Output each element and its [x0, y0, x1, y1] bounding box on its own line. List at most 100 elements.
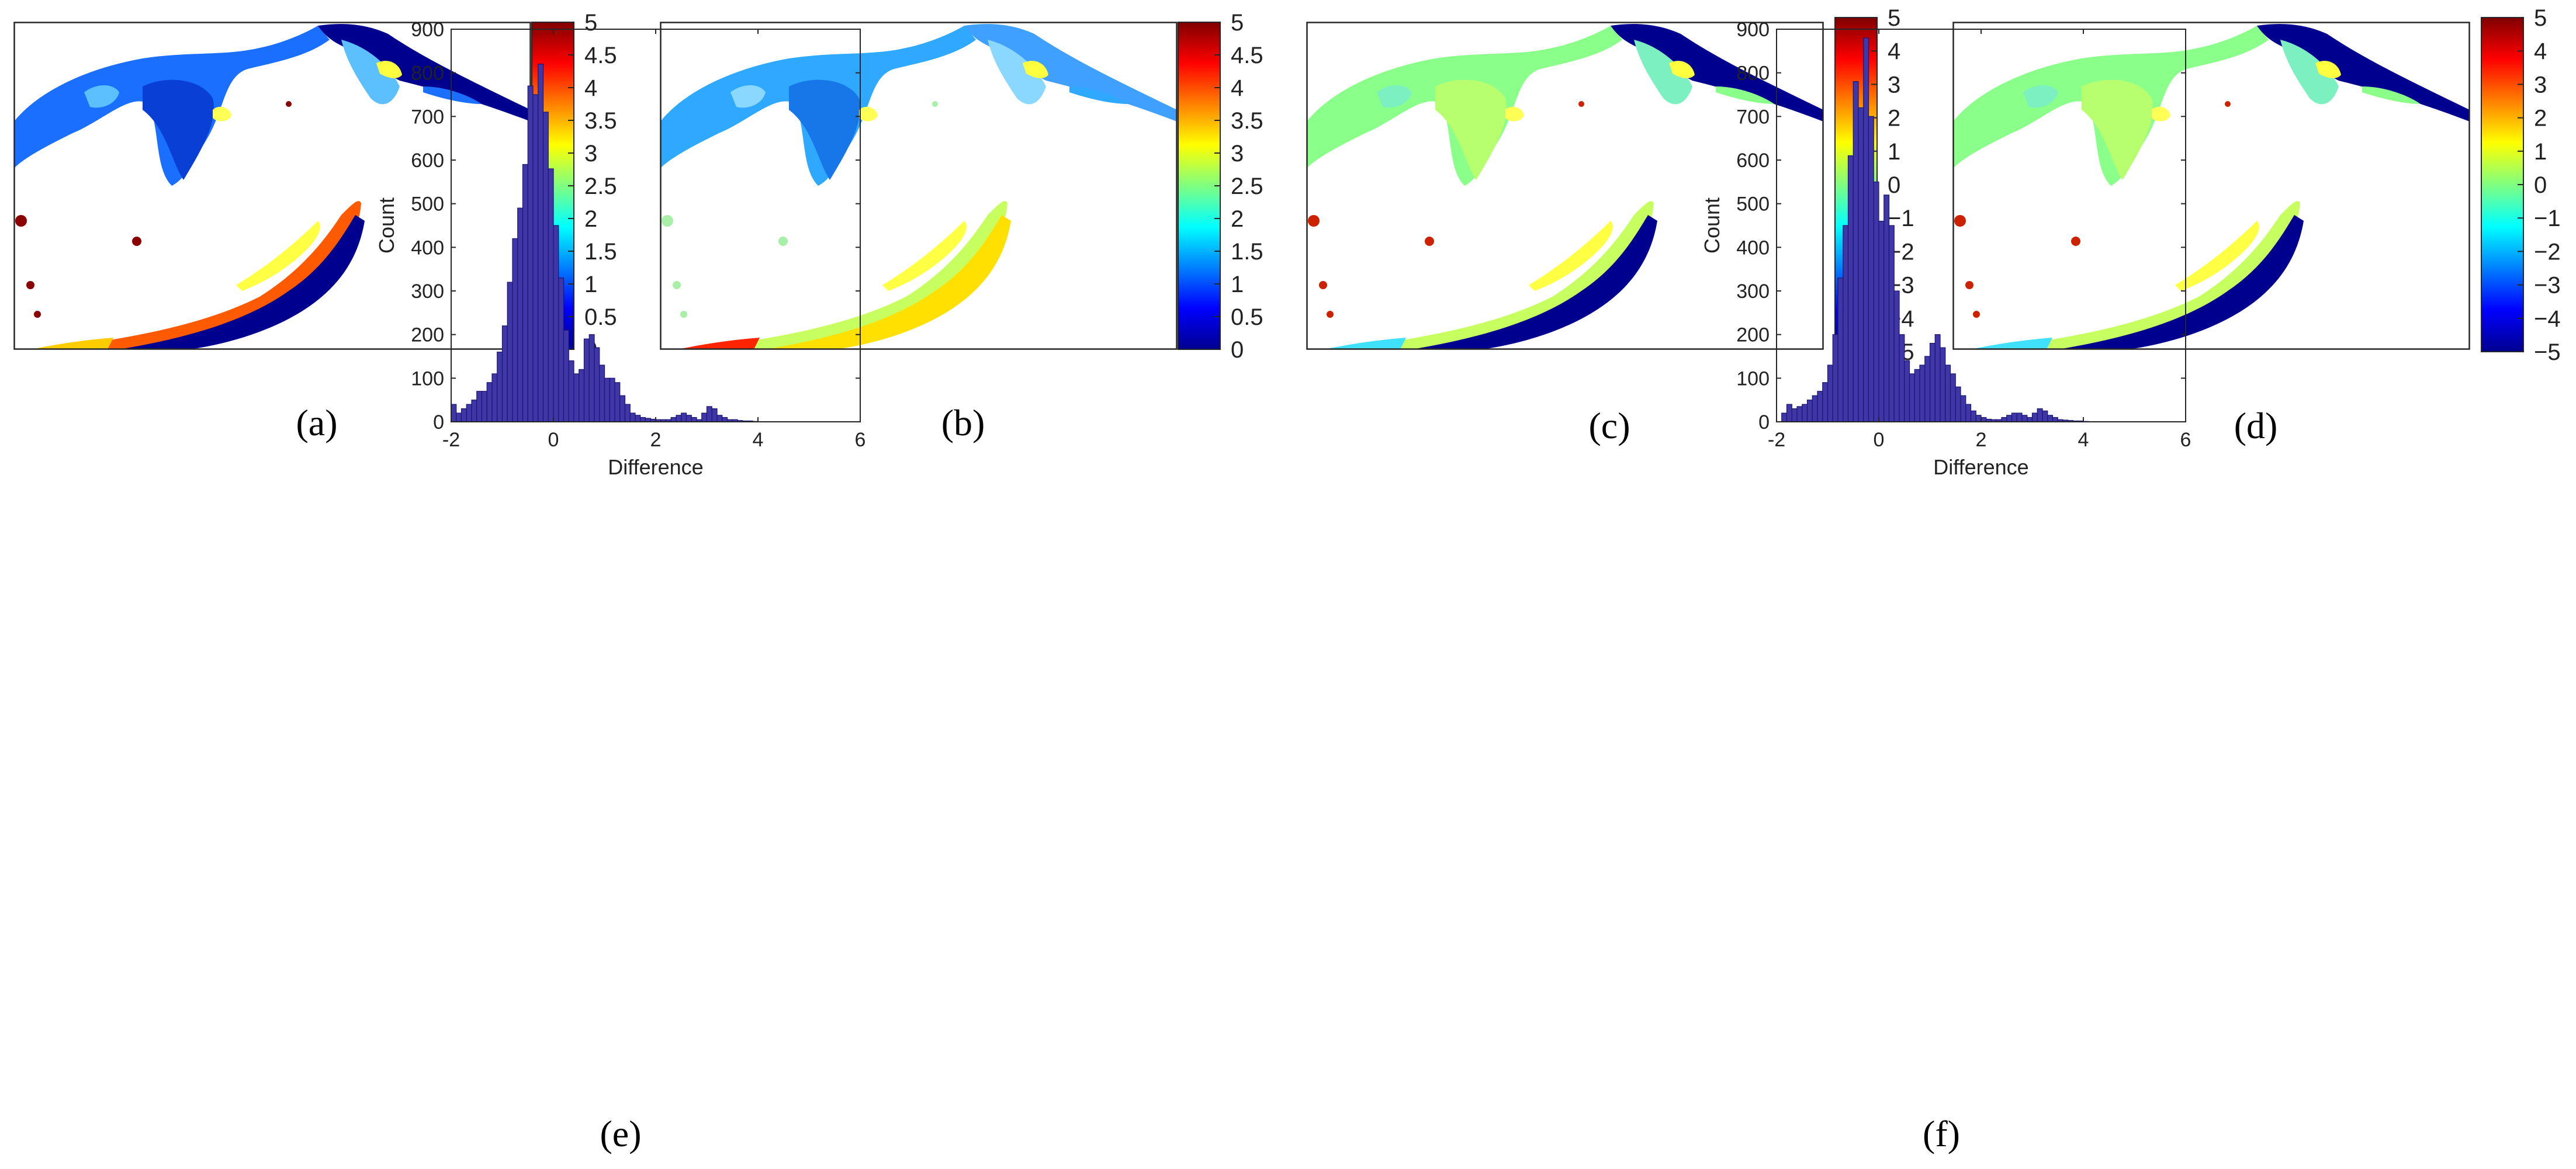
colorbar-tick-label: −4	[2534, 306, 2561, 332]
map-spot	[662, 215, 673, 227]
histogram-bar	[563, 329, 569, 422]
colorbar-tick-label: 2	[2534, 106, 2547, 131]
histogram-bar	[640, 417, 646, 422]
histogram-bar	[1858, 107, 1864, 422]
histogram-bar	[486, 382, 493, 422]
histogram-bar	[538, 64, 544, 422]
y-tick-label: 900	[411, 19, 444, 41]
histogram-bar	[2021, 415, 2028, 422]
colorbar-tick-label: 3	[1888, 72, 1900, 98]
histogram-bar	[681, 412, 687, 422]
colorbar-tick-label: 4	[1231, 75, 1244, 101]
histogram-e: -2 0 2 4 60100200300400500600700800900Differ…	[375, 19, 865, 479]
histogram-bar	[532, 94, 539, 422]
map-spot	[1973, 311, 1980, 318]
histogram-bar	[1924, 356, 1931, 422]
histogram-bar	[676, 415, 682, 422]
histogram-bar	[1940, 347, 1946, 422]
histogram-bar	[1893, 290, 1900, 422]
histogram-bar	[2047, 415, 2054, 422]
colorbar-tick-label: −2	[2534, 239, 2561, 265]
map-spot	[2225, 101, 2231, 107]
map-spot	[34, 311, 41, 318]
panel-label-e: (e)	[600, 1113, 641, 1154]
histogram-bar	[2001, 417, 2007, 422]
colorbar-tick-label: 1	[584, 272, 597, 297]
histogram-bar	[1929, 342, 1936, 422]
panel-label-c: (c)	[1588, 405, 1630, 446]
y-tick-label: 500	[411, 193, 444, 216]
histogram-bar	[624, 404, 631, 422]
panel-label-f: (f)	[1923, 1113, 1960, 1154]
y-tick-label: 400	[411, 237, 444, 259]
map-spot	[15, 215, 27, 227]
histogram-bar	[1934, 334, 1941, 422]
x-tick-label: 6	[855, 429, 866, 451]
colorbar-tick-label: 3	[1231, 141, 1244, 166]
colorbar-tick-label: 2	[1231, 206, 1244, 232]
histogram-bar	[1786, 404, 1792, 422]
x-tick-label: 2	[1976, 429, 1987, 451]
histogram-bar	[594, 347, 600, 422]
histogram-bar	[2011, 412, 2017, 422]
histogram-bar	[1945, 365, 1951, 422]
histogram-bar	[2031, 412, 2038, 422]
map-ne-arm-c	[1611, 23, 1823, 122]
histogram-bar	[722, 417, 728, 422]
colorbar-tick-label: 0	[1888, 172, 1900, 198]
histogram-bar	[1853, 81, 1859, 422]
colorbar-b: 0 0.5 1 1.5 2 2.5 3 3.5 4 4.5 5	[1178, 10, 1263, 363]
colorbar-tick-label: 3	[584, 141, 597, 166]
map-shoal-d	[2082, 79, 2153, 180]
histogram-bar	[507, 282, 513, 422]
histogram-bar	[1847, 155, 1854, 422]
histogram-bar	[1868, 116, 1874, 422]
histogram-bar	[501, 325, 508, 422]
y-tick-label: 0	[1758, 411, 1770, 433]
colorbar-tick-label: 5	[2534, 5, 2547, 31]
histogram-bar	[1955, 386, 1961, 422]
map-shoal-b	[789, 79, 860, 180]
histogram-bar	[1781, 412, 1788, 422]
histogram-bar	[583, 338, 590, 422]
histogram-bar	[461, 408, 467, 422]
map-spot	[778, 237, 788, 246]
panel-label-b: (b)	[941, 402, 985, 443]
histogram-bar	[1817, 391, 1823, 422]
histogram-bar	[1919, 365, 1926, 422]
histogram-bar	[701, 412, 708, 422]
histogram-bar	[1914, 369, 1920, 422]
histogram-bar	[1981, 417, 1987, 422]
histogram-bar	[2006, 415, 2013, 422]
histogram-bar	[553, 225, 559, 422]
histogram-bar	[629, 412, 636, 422]
y-tick-label: 100	[411, 367, 444, 390]
map-shoal-a	[143, 79, 214, 180]
y-tick-label: 800	[1736, 63, 1770, 85]
histogram-bar	[619, 395, 626, 422]
histogram-bar	[609, 377, 615, 422]
colorbar-tick-label: 2.5	[584, 174, 617, 199]
histogram-f: -2 0 2 4 60100200300400500600700800900Differ…	[1700, 19, 2191, 479]
map-spot	[673, 281, 681, 289]
colorbar-tick-label: 2.5	[1231, 174, 1263, 199]
colorbar-tick-label: 1	[1231, 272, 1244, 297]
map-spot	[1578, 101, 1584, 107]
histogram-bar	[579, 369, 585, 422]
map-frame-c	[1306, 22, 1824, 350]
y-tick-label: 800	[411, 63, 444, 85]
y-tick-label: 200	[1736, 324, 1770, 346]
histogram-bar	[1878, 220, 1885, 422]
map-spot	[1425, 237, 1434, 246]
histogram-bar	[1812, 395, 1818, 422]
histogram-bar	[685, 415, 692, 422]
colorbar-tick-label: 5	[584, 10, 597, 36]
map-ne-arm-a	[318, 23, 531, 122]
histogram-bar	[1909, 373, 1915, 422]
histogram-bar	[451, 404, 457, 422]
y-tick-label: 300	[411, 280, 444, 303]
histogram-bar	[497, 351, 503, 422]
y-tick-label: 0	[433, 411, 444, 433]
map-spot	[1327, 311, 1334, 318]
y-tick-label: 500	[1736, 193, 1770, 216]
